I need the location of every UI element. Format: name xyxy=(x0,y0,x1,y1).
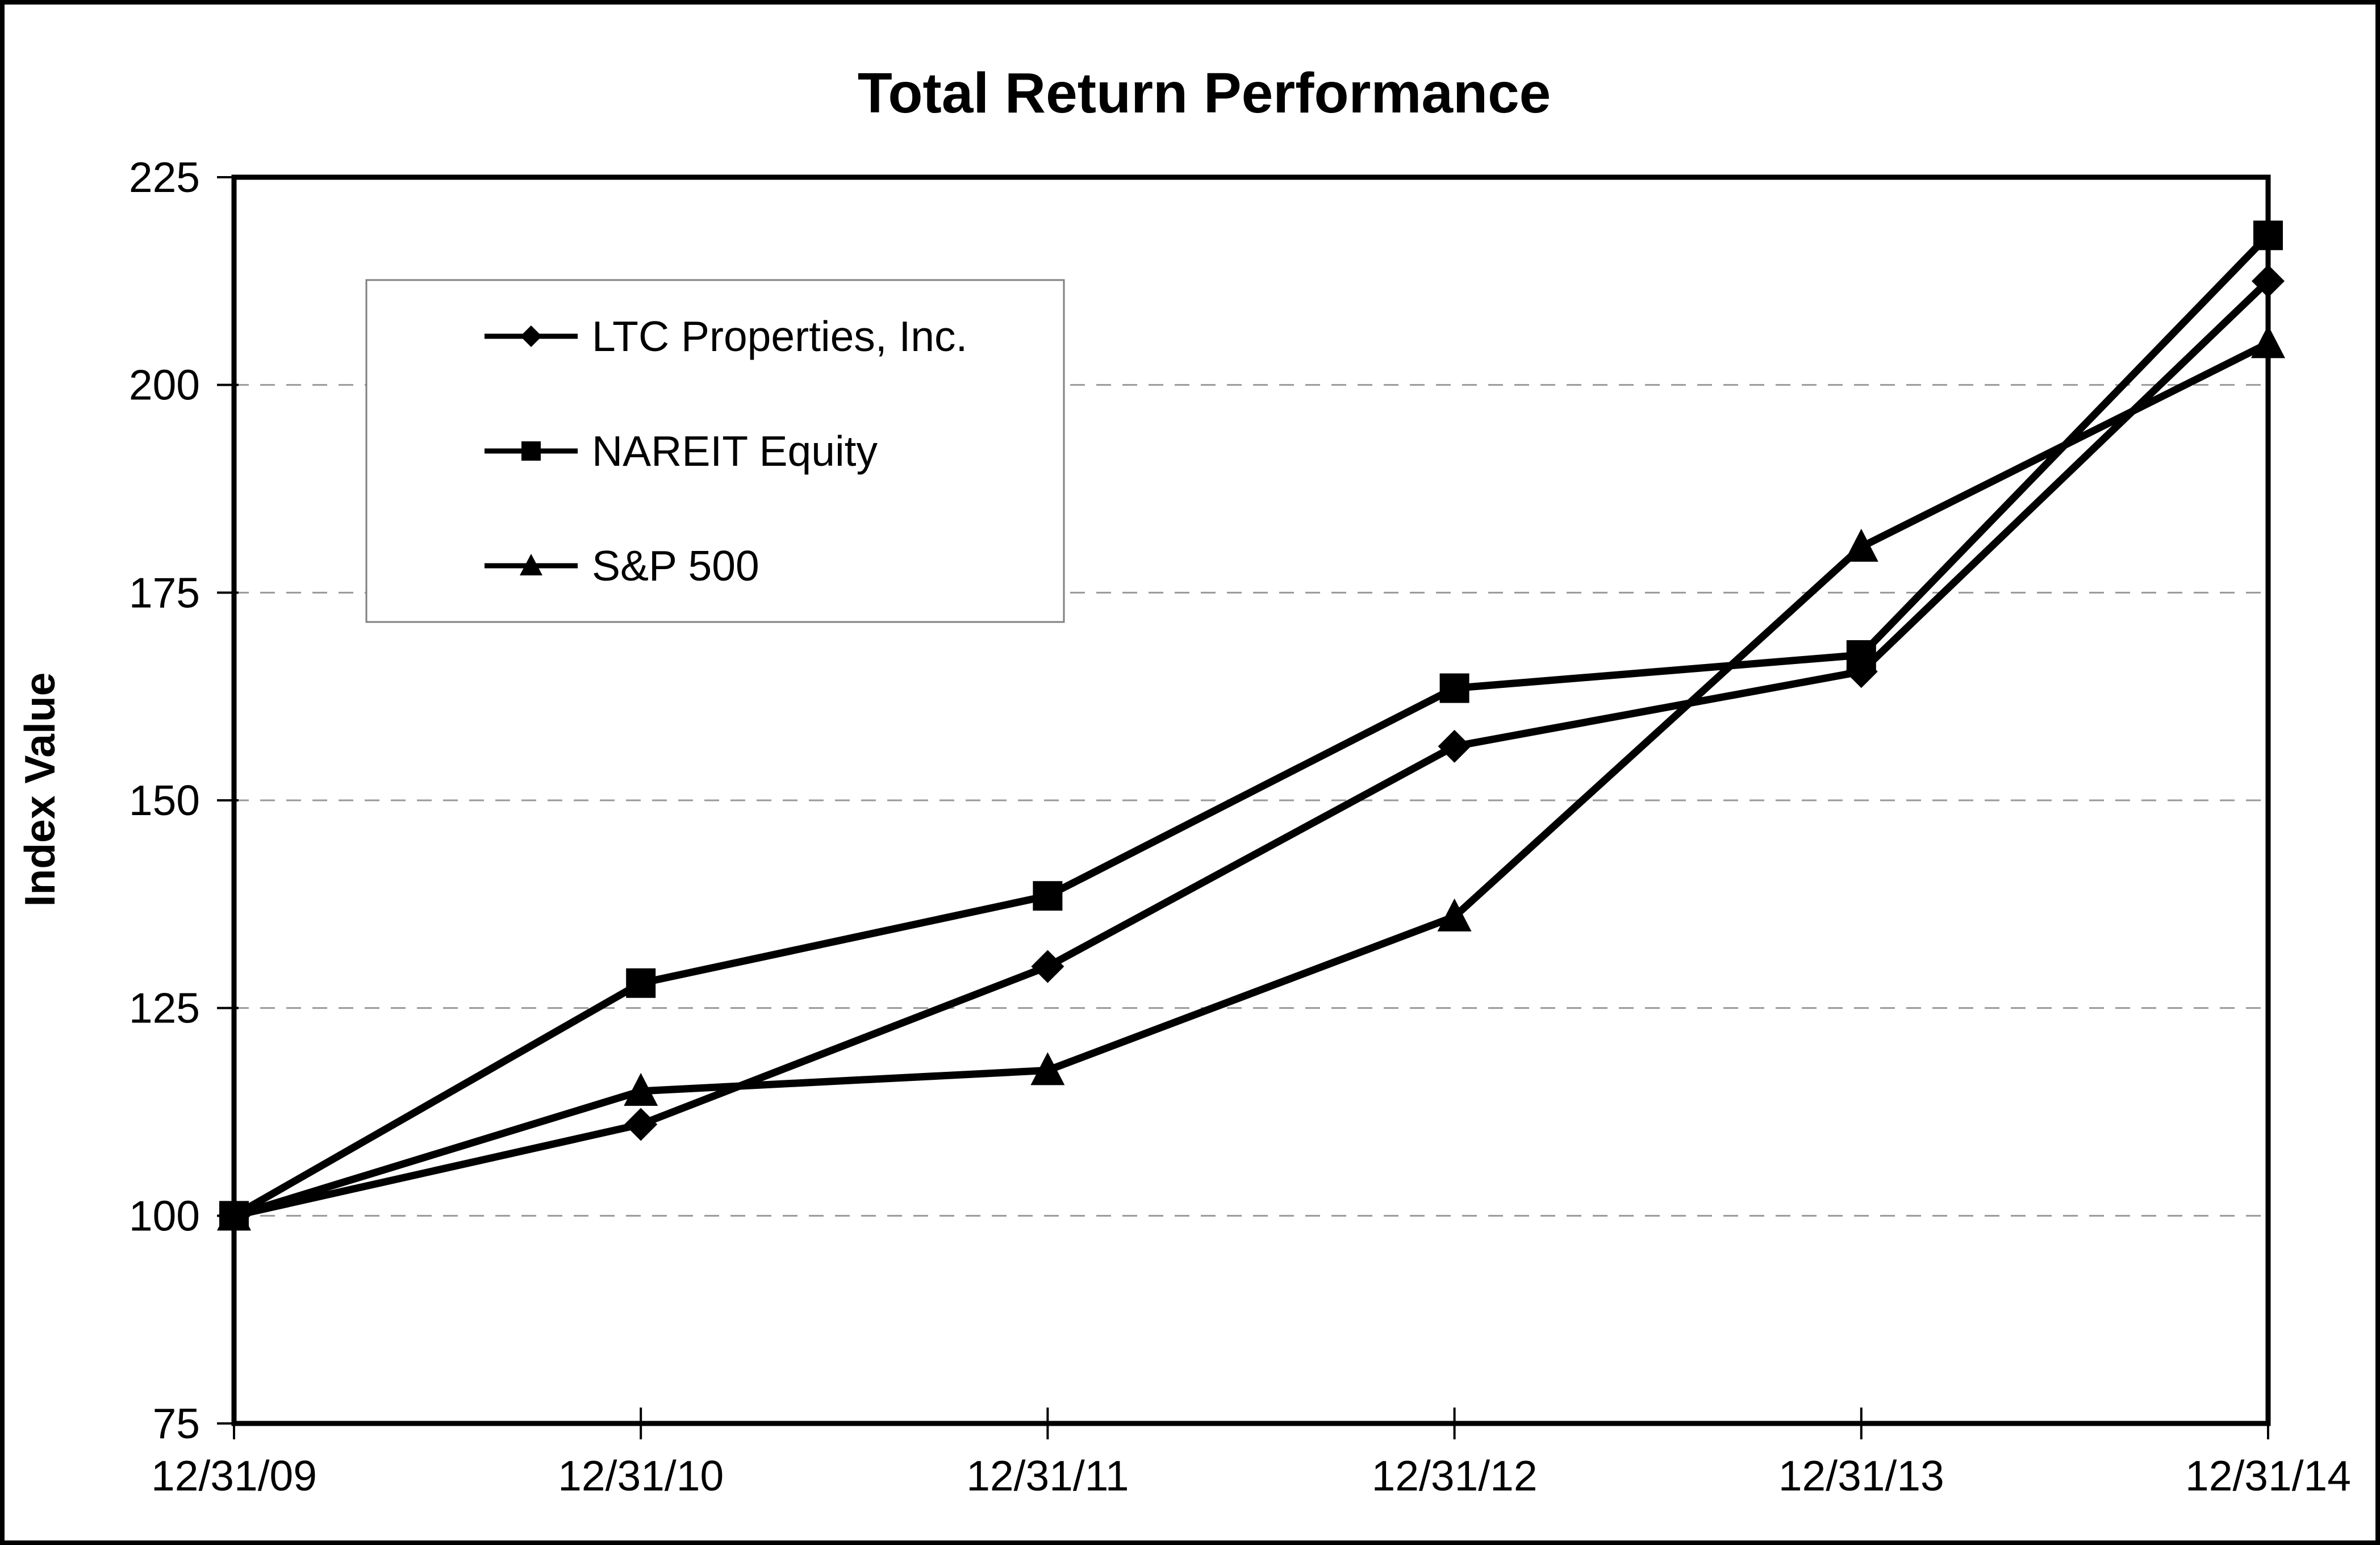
y-axis-title: Index Value xyxy=(16,673,64,907)
marker-square-nareit-equity xyxy=(2253,220,2283,250)
x-axis-tick-labels: 12/31/09 12/31/10 12/31/11 12/31/12 12/31/13… xyxy=(151,1452,2351,1500)
y-axis-tick-labels: 75 100 125 150 175 200 225 xyxy=(129,153,200,1447)
marker-square-nareit-equity xyxy=(1033,881,1063,911)
y-tick-label-75: 75 xyxy=(153,1400,200,1447)
y-tick-label-175: 175 xyxy=(129,569,200,616)
chart-title: Total Return Performance xyxy=(858,61,1551,125)
legend-label-s-p-500: S&P 500 xyxy=(592,542,759,590)
legend-triangle-icon xyxy=(520,554,542,575)
marker-diamond-ltc-properties-inc xyxy=(1438,729,1471,763)
x-tick-label-12-31-14: 12/31/14 xyxy=(2185,1452,2351,1500)
y-tick-label-125: 125 xyxy=(129,984,200,1032)
x-tick-label-12-31-13: 12/31/13 xyxy=(1778,1452,1944,1500)
y-tick-label-200: 200 xyxy=(129,361,200,409)
marker-triangle-s-p-500 xyxy=(1844,528,1878,562)
legend-item-nareit-equity: NAREIT Equity xyxy=(485,427,878,475)
marker-triangle-s-p-500 xyxy=(217,1197,251,1231)
series-line-ltc-properties-inc xyxy=(233,278,2271,1220)
legend-label-ltc-properties-inc: LTC Properties, Inc. xyxy=(592,312,967,360)
y-tick-label-100: 100 xyxy=(129,1192,200,1239)
x-tick-label-12-31-12: 12/31/12 xyxy=(1372,1452,1538,1500)
series-line-nareit-equity xyxy=(232,232,2271,1219)
marker-diamond-ltc-properties-inc xyxy=(2252,264,2285,298)
marker-square-nareit-equity xyxy=(1846,640,1876,670)
marker-triangle-s-p-500 xyxy=(1030,1052,1065,1085)
legend-item-ltc-properties-inc: LTC Properties, Inc. xyxy=(485,312,967,360)
marker-square-nareit-equity xyxy=(626,968,656,998)
marker-diamond-ltc-properties-inc xyxy=(1031,950,1064,983)
marker-square-nareit-equity xyxy=(1439,673,1469,703)
y-tick-label-150: 150 xyxy=(129,776,200,824)
legend-item-s-p-500: S&P 500 xyxy=(485,542,759,590)
marker-triangle-s-p-500 xyxy=(624,1072,658,1106)
plot-frame xyxy=(231,174,2271,1426)
data-series xyxy=(217,220,2285,1233)
legend: LTC Properties, Inc. NAREIT Equity S&P 500 xyxy=(365,279,1065,623)
y-tick-label-225: 225 xyxy=(129,153,200,201)
x-tick-label-12-31-11: 12/31/11 xyxy=(966,1452,1129,1500)
legend-square-icon xyxy=(521,441,541,461)
series-s-p-500 xyxy=(217,325,2285,1231)
series-line-s-p-500 xyxy=(233,340,2270,1220)
legend-diamond-icon xyxy=(520,325,542,347)
marker-diamond-ltc-properties-inc xyxy=(624,1108,658,1141)
marker-triangle-s-p-500 xyxy=(2251,325,2285,358)
marker-triangle-s-p-500 xyxy=(1437,898,1472,932)
legend-box xyxy=(365,279,1065,623)
x-tick-label-12-31-09: 12/31/09 xyxy=(151,1452,317,1500)
legend-label-nareit-equity: NAREIT Equity xyxy=(592,427,878,475)
x-tick-label-12-31-10: 12/31/10 xyxy=(558,1452,724,1500)
